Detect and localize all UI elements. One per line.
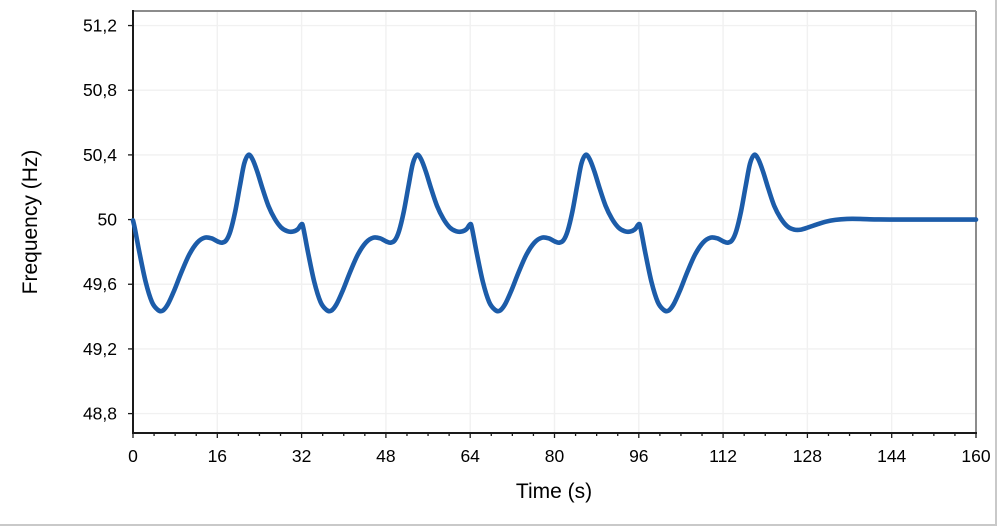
x-tick-label: 112 — [709, 446, 737, 466]
x-tick-label: 80 — [545, 446, 565, 466]
x-tick-label: 144 — [877, 446, 906, 466]
x-tick-label: 48 — [376, 446, 395, 466]
y-tick-label: 50,8 — [83, 80, 117, 100]
x-tick-label: 0 — [128, 446, 138, 466]
y-axis-title: Frequency (Hz) — [19, 149, 42, 295]
x-tick-label: 128 — [793, 446, 822, 466]
y-tick-label: 49,2 — [83, 339, 117, 359]
frequency-curve — [130, 152, 979, 314]
x-tick-label: 16 — [208, 446, 227, 466]
x-tick-label: 96 — [629, 446, 648, 466]
y-tick-label: 49,6 — [83, 274, 117, 294]
y-tick-label: 48,8 — [83, 404, 117, 424]
x-axis-title: Time (s) — [515, 480, 593, 503]
y-tick-label: 50 — [98, 210, 118, 230]
x-tick-label: 32 — [292, 446, 311, 466]
x-tick-label: 64 — [460, 446, 480, 466]
x-tick-label: 160 — [961, 446, 990, 466]
y-tick-label: 50,4 — [83, 145, 117, 165]
y-tick-label: 51,2 — [83, 16, 117, 36]
